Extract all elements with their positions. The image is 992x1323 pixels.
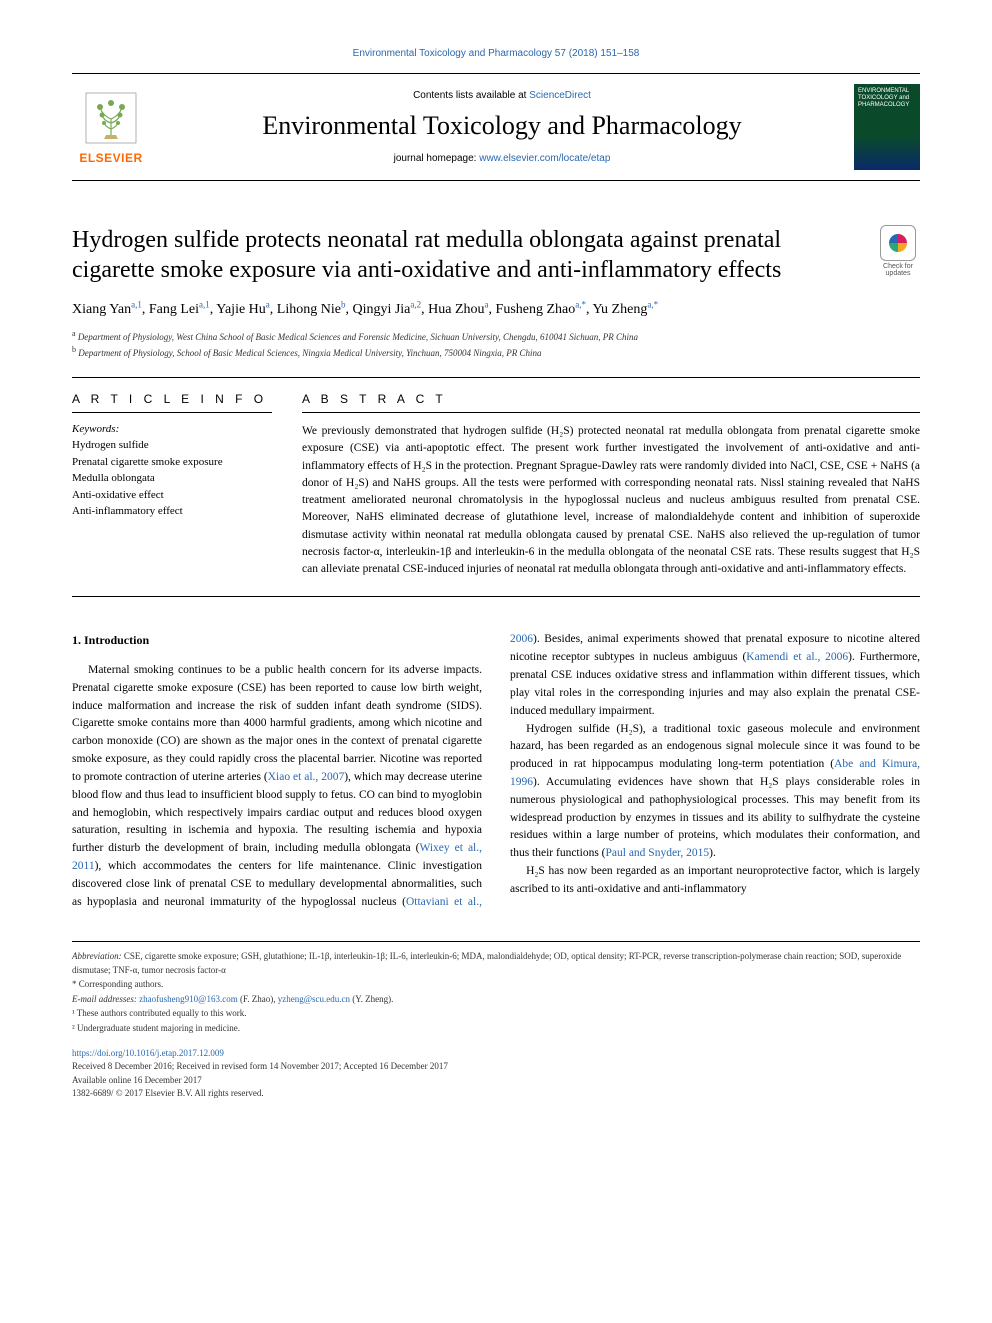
citation-link[interactable]: Paul and Snyder, 2015 bbox=[606, 847, 710, 859]
journal-name: Environmental Toxicology and Pharmacolog… bbox=[166, 111, 838, 141]
received-dates: Received 8 December 2016; Received in re… bbox=[72, 1060, 920, 1073]
affiliation-b: Department of Physiology, School of Basi… bbox=[78, 348, 541, 358]
keywords-label: Keywords: bbox=[72, 423, 272, 435]
email-link[interactable]: zhaofusheng910@163.com bbox=[139, 994, 238, 1004]
email-link[interactable]: yzheng@scu.edu.cn bbox=[278, 994, 350, 1004]
paragraph: Hydrogen sulfide (H₂S), a traditional to… bbox=[510, 721, 920, 864]
contents-list-line: Contents lists available at ScienceDirec… bbox=[166, 90, 838, 101]
journal-homepage-line: journal homepage: www.elsevier.com/locat… bbox=[166, 153, 838, 164]
issn-copyright: 1382-6689/ © 2017 Elsevier B.V. All righ… bbox=[72, 1087, 920, 1100]
journal-cover-thumbnail: ENVIRONMENTAL TOXICOLOGY and PHARMACOLOG… bbox=[854, 84, 920, 170]
journal-homepage-link[interactable]: www.elsevier.com/locate/etap bbox=[479, 153, 610, 164]
article-info-heading: A R T I C L E I N F O bbox=[72, 392, 272, 413]
keywords-list: Hydrogen sulfidePrenatal cigarette smoke… bbox=[72, 437, 272, 520]
footnote-1: ¹ These authors contributed equally to t… bbox=[72, 1007, 920, 1021]
running-head-citation: Environmental Toxicology and Pharmacolog… bbox=[72, 48, 920, 59]
footnote-2: ² Undergraduate student majoring in medi… bbox=[72, 1022, 920, 1036]
abstract-heading: A B S T R A C T bbox=[302, 392, 920, 413]
footnotes: Abbreviation: CSE, cigarette smoke expos… bbox=[72, 941, 920, 1035]
tree-icon bbox=[82, 89, 140, 147]
crossmark-icon bbox=[880, 225, 916, 261]
journal-header: ELSEVIER Contents lists available at Sci… bbox=[72, 73, 920, 181]
abbrev-text: CSE, cigarette smoke exposure; GSH, glut… bbox=[72, 951, 901, 975]
affiliation-a: Department of Physiology, West China Sch… bbox=[78, 332, 638, 342]
keyword-item: Medulla oblongata bbox=[72, 470, 272, 487]
abbrev-label: Abbreviation: bbox=[72, 951, 122, 961]
doi-link[interactable]: https://doi.org/10.1016/j.etap.2017.12.0… bbox=[72, 1048, 224, 1058]
section-1-title: 1. Introduction bbox=[72, 631, 482, 650]
homepage-prefix: journal homepage: bbox=[394, 153, 480, 164]
keyword-item: Anti-inflammatory effect bbox=[72, 503, 272, 520]
contents-prefix: Contents lists available at bbox=[413, 90, 529, 101]
author-list: Xiang Yana,1, Fang Leia,1, Yajie Hua, Li… bbox=[72, 299, 920, 320]
abstract-text: We previously demonstrated that hydrogen… bbox=[302, 423, 920, 578]
citation-link[interactable]: Kamendi et al., 2006 bbox=[746, 651, 848, 663]
article-title: Hydrogen sulfide protects neonatal rat m… bbox=[72, 225, 856, 285]
body-text: 1. Introduction Maternal smoking continu… bbox=[72, 631, 920, 911]
keyword-item: Hydrogen sulfide bbox=[72, 437, 272, 454]
available-online: Available online 16 December 2017 bbox=[72, 1074, 920, 1087]
publisher-name: ELSEVIER bbox=[72, 151, 150, 165]
elsevier-logo: ELSEVIER bbox=[72, 89, 150, 165]
corresponding-note: * Corresponding authors. bbox=[72, 978, 920, 992]
check-for-updates-badge[interactable]: Check for updates bbox=[876, 225, 920, 277]
paragraph: H₂S has now been regarded as an importan… bbox=[510, 863, 920, 899]
affiliations: a Department of Physiology, West China S… bbox=[72, 328, 920, 359]
check-updates-label: Check for updates bbox=[883, 263, 913, 277]
email-addresses: E-mail addresses: zhaofusheng910@163.com… bbox=[72, 993, 920, 1007]
citation-link[interactable]: Xiao et al., 2007 bbox=[268, 771, 344, 783]
keyword-item: Prenatal cigarette smoke exposure bbox=[72, 454, 272, 471]
sciencedirect-link[interactable]: ScienceDirect bbox=[529, 90, 591, 101]
footer-meta: https://doi.org/10.1016/j.etap.2017.12.0… bbox=[72, 1047, 920, 1099]
divider bbox=[72, 377, 920, 378]
divider bbox=[72, 596, 920, 597]
keyword-item: Anti-oxidative effect bbox=[72, 487, 272, 504]
